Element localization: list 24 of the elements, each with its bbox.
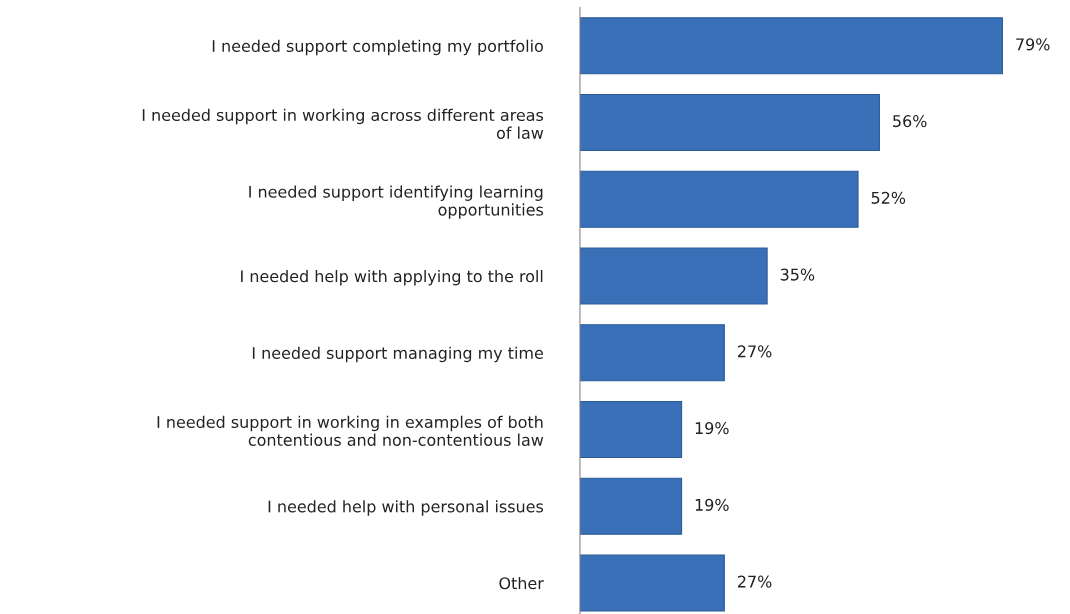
data-label: 19% xyxy=(695,422,729,435)
bar xyxy=(579,17,1003,75)
data-label: 52% xyxy=(871,191,906,204)
data-label: 56% xyxy=(893,115,927,128)
y-tick-label: I needed help with applying to the roll xyxy=(241,269,543,286)
bar xyxy=(579,170,859,228)
y-tick-label: I needed support in working across different areas of law xyxy=(142,108,544,139)
y-tick-label: I needed support managing my time xyxy=(252,346,543,363)
y-tick-label: I needed support in working in examples of both contentious and non-contentious law xyxy=(157,415,544,446)
y-tick-label: I needed help with personal issues xyxy=(268,500,544,516)
y-tick-label: Other xyxy=(499,576,544,590)
bar xyxy=(579,554,725,612)
bar xyxy=(579,247,768,305)
y-tick-label: I needed support identifying learning opportunities xyxy=(249,185,544,219)
bar xyxy=(579,93,880,152)
data-label: 35% xyxy=(780,268,815,281)
y-tick-label: I needed support completing my portfolio xyxy=(212,39,543,56)
bar xyxy=(579,324,725,382)
bar xyxy=(579,477,683,535)
data-label: 27% xyxy=(738,575,772,588)
data-label: 19% xyxy=(695,498,729,511)
bar xyxy=(579,400,683,459)
data-label: 79% xyxy=(1016,38,1050,51)
data-label: 27% xyxy=(738,345,772,358)
